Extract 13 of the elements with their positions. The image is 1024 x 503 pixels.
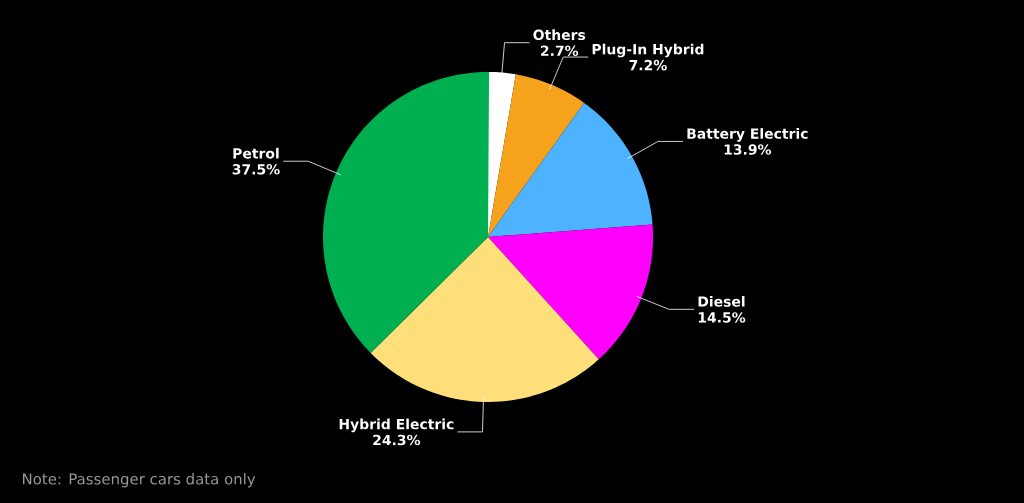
slice-label: Petrol (233, 147, 279, 159)
data-label: 2.7% (541, 45, 579, 57)
data-label: 13.9% (724, 144, 772, 155)
slice-label: Hybrid Electric (339, 418, 454, 433)
data-label: 14.5% (698, 312, 746, 323)
data-label: 37.5% (232, 164, 280, 175)
data-label: 7.2% (629, 59, 667, 71)
slice-label: Plug-In Hybrid (592, 43, 704, 58)
slice-label: Diesel (698, 295, 745, 307)
slice-label: Battery Electric (687, 128, 808, 142)
slice-label: Others (533, 29, 586, 41)
text: Note: Passenger cars data only (23, 473, 256, 488)
data-label: 24.3% (373, 434, 421, 446)
